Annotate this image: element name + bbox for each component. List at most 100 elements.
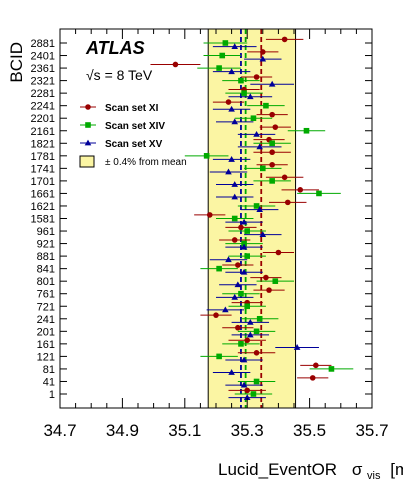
data-point [238,224,244,231]
legend: Scan set XI Scan set XIV Scan set XV ± 0.4%… [79,103,187,168]
data-point [238,341,244,347]
data-point [253,74,260,80]
x-tick-label: 34.7 [43,421,76,440]
y-tick-label: 81 [43,364,55,376]
y-tick-label: 881 [37,251,55,263]
data-point [297,187,304,193]
data-point [240,268,248,275]
x-axis-label-subscript: vis [367,470,381,482]
data-point [328,366,335,372]
y-tick-label: 961 [37,226,55,238]
data-point [228,156,235,162]
data-point [281,36,288,43]
data-point [240,243,248,250]
experiment-label: ATLAS [85,38,145,58]
y-tick-label: 721 [37,301,55,313]
data-point [259,55,267,62]
data-point [268,80,276,87]
data-point [228,369,235,375]
y-tick-label: 1821 [31,138,55,150]
y-tick-label: 2401 [31,51,55,63]
data-point [272,124,279,130]
data-point [238,77,244,84]
data-point [231,193,239,200]
y-tick-label: 2321 [31,76,55,88]
data-point [216,65,222,71]
data-point [203,153,210,159]
x-axis-label-unit: [mb] [390,460,403,479]
series-scan-set-xi [150,36,332,394]
data-point [206,212,213,218]
y-tick-label: 2161 [31,126,55,138]
data-point [259,231,267,238]
data-point [222,306,229,313]
data-point [244,303,250,310]
y-tick-label: 121 [37,351,55,363]
y-tick-label: 2361 [31,63,55,75]
data-point [260,49,266,55]
y-tick-label: 2881 [31,38,55,50]
legend-marker [85,104,91,110]
data-point [235,324,241,331]
data-point [222,40,229,46]
data-point [241,240,247,247]
x-axis-label-name: Lucid_EventOR [218,460,337,479]
data-point [263,274,269,281]
data-point [234,281,242,288]
legend-label: Scan set XI [105,103,159,114]
data-point [231,181,239,187]
y-tick-label: 1 [49,389,55,401]
data-point [231,43,239,49]
data-point [281,174,288,181]
data-point [260,165,266,172]
data-point [269,111,275,118]
y-tick-label: 2281 [31,88,55,100]
energy-label: √s = 8 TeV [86,67,153,83]
y-axis-label: BCID [7,42,26,83]
data-point [275,249,282,256]
data-point [272,278,279,284]
data-point [269,140,275,147]
data-point [269,178,275,184]
y-tick-label: 201 [37,326,55,338]
data-point [238,290,244,297]
legend-marker [85,122,91,128]
y-tick-label: 1661 [31,188,55,200]
data-point [235,262,241,268]
data-point [247,93,254,100]
x-tick-label: 35.1 [168,421,201,440]
data-point [231,293,239,300]
data-point [293,344,301,350]
data-point [266,287,272,293]
data-point [269,161,275,168]
data-point [253,130,260,137]
data-point [309,375,316,381]
data-point [247,331,254,338]
data-point [240,218,248,225]
data-point [316,190,322,197]
legend-band-swatch [79,155,95,168]
data-point [240,381,248,388]
data-point [228,105,235,112]
legend-band-label: ± 0.4% from mean [105,157,187,168]
y-tick-label: 2201 [31,113,55,125]
data-point [244,387,250,394]
data-point [231,118,239,125]
data-point [243,394,251,400]
series-scan-set-xv [206,43,319,400]
y-tick-label: 1701 [31,176,55,188]
y-tick-label: 1741 [31,163,55,175]
data-point [263,102,269,109]
y-tick-label: 801 [37,276,55,288]
data-point [244,337,250,344]
x-tick-label: 35.7 [355,421,388,440]
y-tick-label: 841 [37,264,55,276]
y-tick-label: 1621 [31,201,55,213]
x-tick-label: 35.3 [231,421,264,440]
y-tick-label: 1781 [31,151,55,163]
x-tick-label: 35.5 [293,421,326,440]
y-tick-label: 921 [37,239,55,251]
data-point [228,68,235,75]
